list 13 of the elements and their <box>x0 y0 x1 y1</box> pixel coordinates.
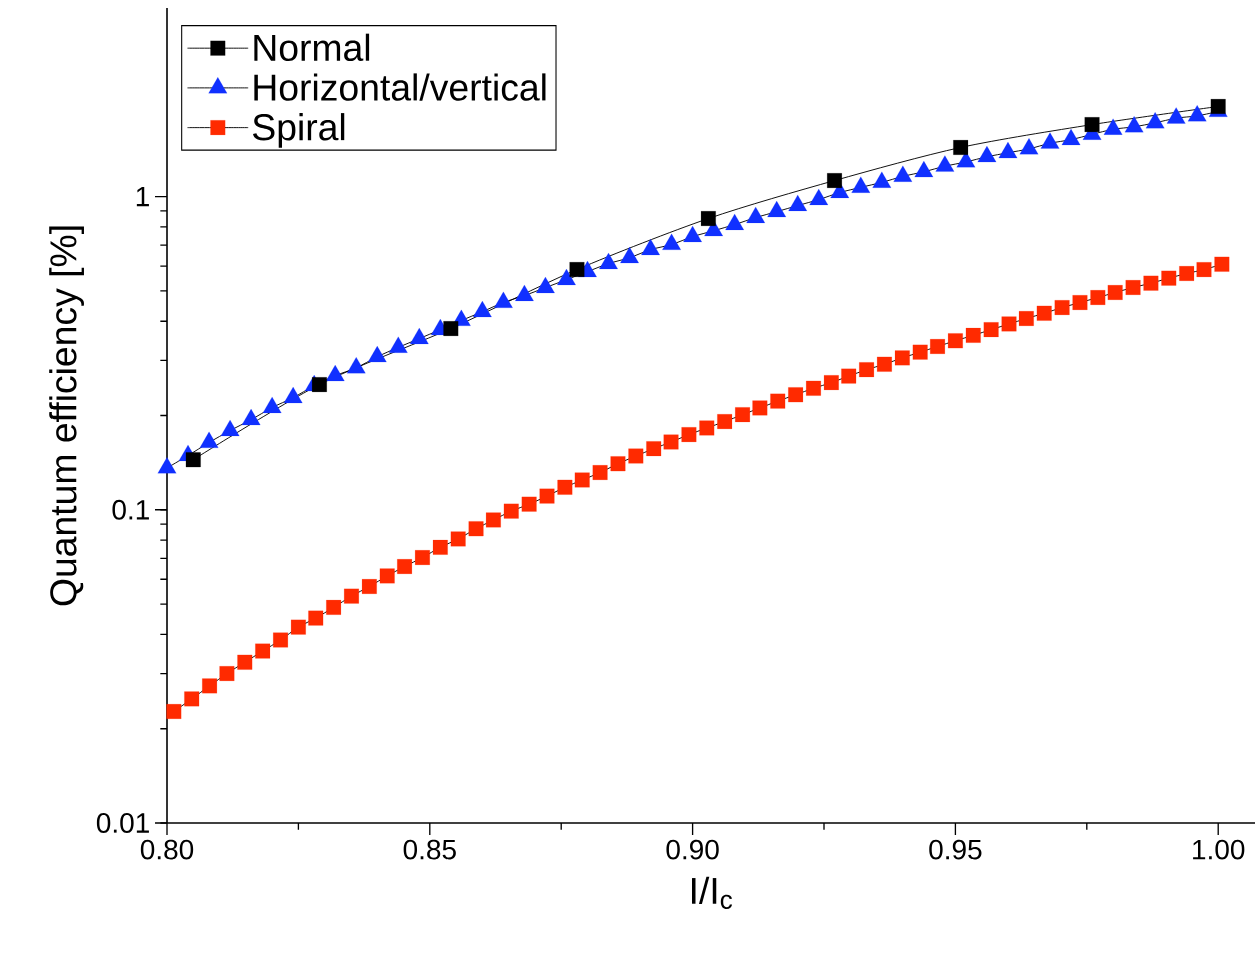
y-tick-label: 0.1 <box>112 499 149 520</box>
y-tick-label: 0.01 <box>96 813 149 833</box>
x-tick-label: 0.90 <box>666 839 719 860</box>
legend-label: Horizontal/vertical <box>254 73 546 101</box>
y-axis-title: Quantum efficiency [%] <box>49 226 84 606</box>
x-tick-label: 0.95 <box>929 839 982 860</box>
x-tick-label: 0.80 <box>140 839 194 860</box>
x-axis-title: I/I$_{c}$ <box>692 876 733 909</box>
x-tick-label: 1.00 <box>1193 839 1245 860</box>
y-tick-label: 1 <box>136 186 149 207</box>
legend-label: Spiral <box>253 113 345 148</box>
x-tick-label: 0.85 <box>403 839 456 860</box>
legend-label: Normal <box>254 33 370 62</box>
